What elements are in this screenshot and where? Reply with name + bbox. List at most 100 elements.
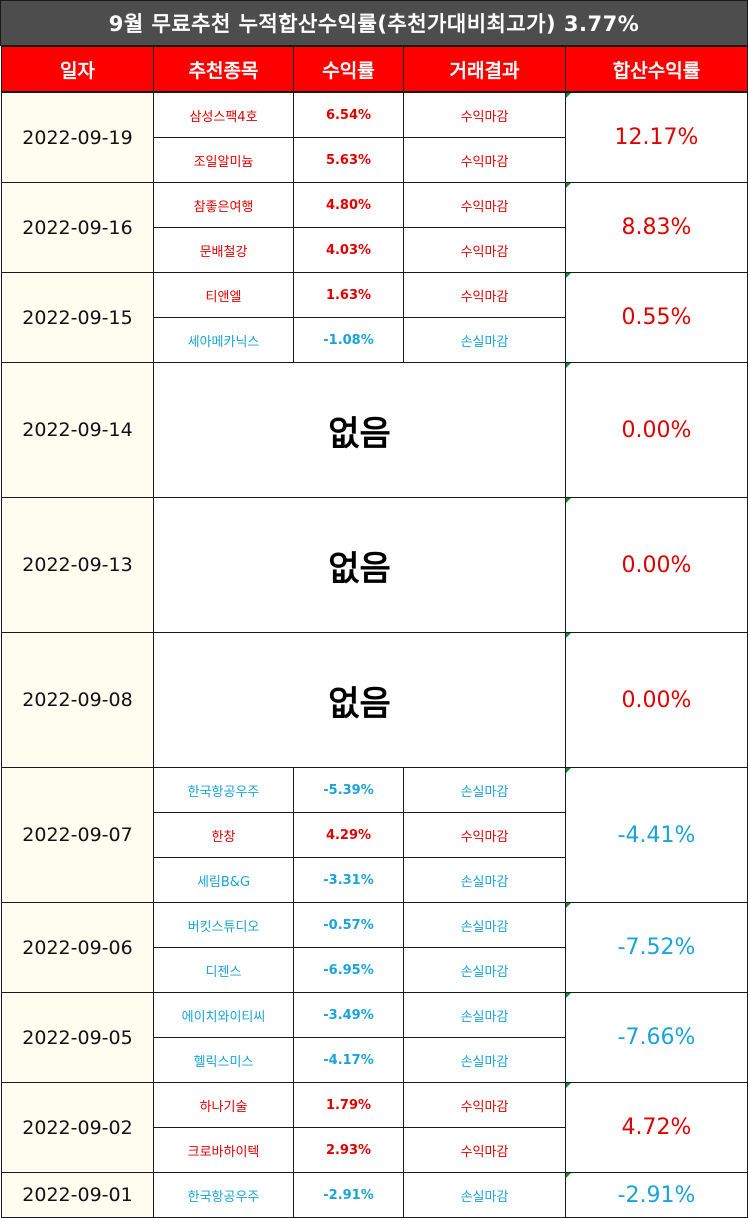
header-return: 수익률 [293, 46, 404, 93]
date-cell: 2022-09-07 [1, 767, 154, 903]
date-cell: 2022-09-16 [1, 182, 154, 273]
return-cell: 1.79% [293, 1082, 404, 1128]
page-title: 9월 무료추천 누적합산수익률(추천가대비최고가) 3.77% [0, 0, 748, 46]
recommendation-table: 일자 추천종목 수익률 거래결과 합산수익률 2022-09-19 삼성스팩4호 6… [1, 46, 748, 1218]
return-cell: 4.80% [293, 182, 404, 228]
table-row: 디젠스 -6.95% 손실마감 [2, 947, 748, 993]
table-row: 2022-09-01 한국항공우주 -2.91% 손실마감 -2.91% [1, 1172, 748, 1218]
return-cell: -6.95% [293, 947, 404, 993]
return-cell: -2.91% [293, 1172, 404, 1218]
table-row: 세림B&G -3.31% 손실마감 [2, 857, 748, 903]
trade-result-cell: 손실마감 [403, 1172, 566, 1218]
date-cell: 2022-09-02 [1, 1082, 154, 1173]
return-cell: 2.93% [293, 1127, 404, 1173]
date-cell: 2022-09-01 [1, 1172, 154, 1218]
return-cell: -1.08% [293, 317, 404, 363]
table-row: 문배철강 4.03% 수익마감 [2, 227, 748, 273]
date-cell: 2022-09-06 [1, 902, 154, 993]
trade-result-cell: 수익마감 [403, 137, 566, 183]
no-recommendation-cell: 없음 [153, 632, 566, 768]
return-cell: -3.49% [293, 992, 404, 1038]
table-body: 2022-09-19 삼성스팩4호 6.54% 수익마감 12.17% 조일알미늄 5.63… [1, 91, 748, 1218]
header-result: 거래결과 [403, 46, 566, 93]
return-cell: 1.63% [293, 272, 404, 318]
stock-name-cell: 디젠스 [153, 947, 294, 993]
date-cell: 2022-09-05 [1, 992, 154, 1083]
table-row: 2022-09-13 없음 0.00% [1, 497, 748, 633]
cumulative-return-cell: 0.00% [565, 632, 748, 768]
stock-name-cell: 하나기술 [153, 1082, 294, 1128]
trade-result-cell: 수익마감 [403, 91, 566, 138]
cumulative-return-cell: -2.91% [565, 1172, 748, 1218]
stock-name-cell: 세아메카닉스 [153, 317, 294, 363]
table-row: 2022-09-06 버킷스튜디오 -0.57% 손실마감 -7.52% [1, 902, 748, 993]
stock-name-cell: 한국항공우주 [153, 1172, 294, 1218]
trade-result-cell: 수익마감 [403, 227, 566, 273]
stock-name-cell: 에이치와이티씨 [153, 992, 294, 1038]
stock-name-cell: 한국항공우주 [153, 767, 294, 813]
trade-result-cell: 수익마감 [403, 812, 566, 858]
trade-result-cell: 손실마감 [403, 767, 566, 813]
table-row: 2022-09-07 한국항공우주 -5.39% 손실마감 -4.41% [1, 767, 748, 903]
trade-result-cell: 손실마감 [403, 992, 566, 1038]
cumulative-return-cell: 0.00% [565, 497, 748, 633]
table-row: 크로바하이텍 2.93% 수익마감 [2, 1127, 748, 1173]
table-row: 2022-09-19 삼성스팩4호 6.54% 수익마감 12.17% [1, 91, 748, 183]
table-row: 한창 4.29% 수익마감 [2, 812, 748, 858]
trade-result-cell: 손실마감 [403, 902, 566, 948]
trade-result-cell: 손실마감 [403, 857, 566, 903]
table-row: 2022-09-02 하나기술 1.79% 수익마감 4.72% [1, 1082, 748, 1173]
stock-name-cell: 티앤엘 [153, 272, 294, 318]
return-cell: 4.29% [293, 812, 404, 858]
header-stock: 추천종목 [153, 46, 294, 93]
trade-result-cell: 손실마감 [403, 947, 566, 993]
trade-result-cell: 수익마감 [403, 182, 566, 228]
return-cell: -3.31% [293, 857, 404, 903]
stock-name-cell: 참좋은여행 [153, 182, 294, 228]
cumulative-return-cell: -7.52% [565, 902, 748, 993]
table-row: 세아메카닉스 -1.08% 손실마감 [2, 317, 748, 363]
date-cell: 2022-09-13 [1, 497, 154, 633]
stock-name-cell: 문배철강 [153, 227, 294, 273]
cumulative-return-cell: 12.17% [565, 91, 748, 183]
cumulative-return-cell: -7.66% [565, 992, 748, 1083]
date-cell: 2022-09-08 [1, 632, 154, 768]
return-cell: -0.57% [293, 902, 404, 948]
cumulative-return-cell: 0.00% [565, 362, 748, 498]
date-cell: 2022-09-15 [1, 272, 154, 363]
return-cell: -4.17% [293, 1037, 404, 1083]
trade-result-cell: 손실마감 [403, 317, 566, 363]
cumulative-return-cell: -4.41% [565, 767, 748, 903]
no-recommendation-cell: 없음 [153, 362, 566, 498]
header-cumulative: 합산수익률 [565, 46, 748, 93]
stock-name-cell: 한창 [153, 812, 294, 858]
stock-name-cell: 삼성스팩4호 [153, 91, 294, 138]
no-recommendation-cell: 없음 [153, 497, 566, 633]
stock-name-cell: 세림B&G [153, 857, 294, 903]
trade-result-cell: 수익마감 [403, 272, 566, 318]
stock-name-cell: 버킷스튜디오 [153, 902, 294, 948]
date-cell: 2022-09-19 [1, 91, 154, 183]
table-row: 헬릭스미스 -4.17% 손실마감 [2, 1037, 748, 1083]
date-cell: 2022-09-14 [1, 362, 154, 498]
table-row: 2022-09-05 에이치와이티씨 -3.49% 손실마감 -7.66% [1, 992, 748, 1083]
cumulative-return-cell: 4.72% [565, 1082, 748, 1173]
header-row: 일자 추천종목 수익률 거래결과 합산수익률 [1, 46, 748, 93]
stock-name-cell: 크로바하이텍 [153, 1127, 294, 1173]
trade-result-cell: 손실마감 [403, 1037, 566, 1083]
cumulative-return-cell: 8.83% [565, 182, 748, 273]
return-cell: 4.03% [293, 227, 404, 273]
return-cell: 5.63% [293, 137, 404, 183]
return-cell: 6.54% [293, 91, 404, 138]
trade-result-cell: 수익마감 [403, 1127, 566, 1173]
return-cell: -5.39% [293, 767, 404, 813]
table-row: 2022-09-08 없음 0.00% [1, 632, 748, 768]
trade-result-cell: 수익마감 [403, 1082, 566, 1128]
table-row: 2022-09-15 티앤엘 1.63% 수익마감 0.55% [1, 272, 748, 363]
table-row: 2022-09-16 참좋은여행 4.80% 수익마감 8.83% [1, 182, 748, 273]
cumulative-return-cell: 0.55% [565, 272, 748, 363]
stock-name-cell: 헬릭스미스 [153, 1037, 294, 1083]
table-row: 2022-09-14 없음 0.00% [1, 362, 748, 498]
stock-name-cell: 조일알미늄 [153, 137, 294, 183]
